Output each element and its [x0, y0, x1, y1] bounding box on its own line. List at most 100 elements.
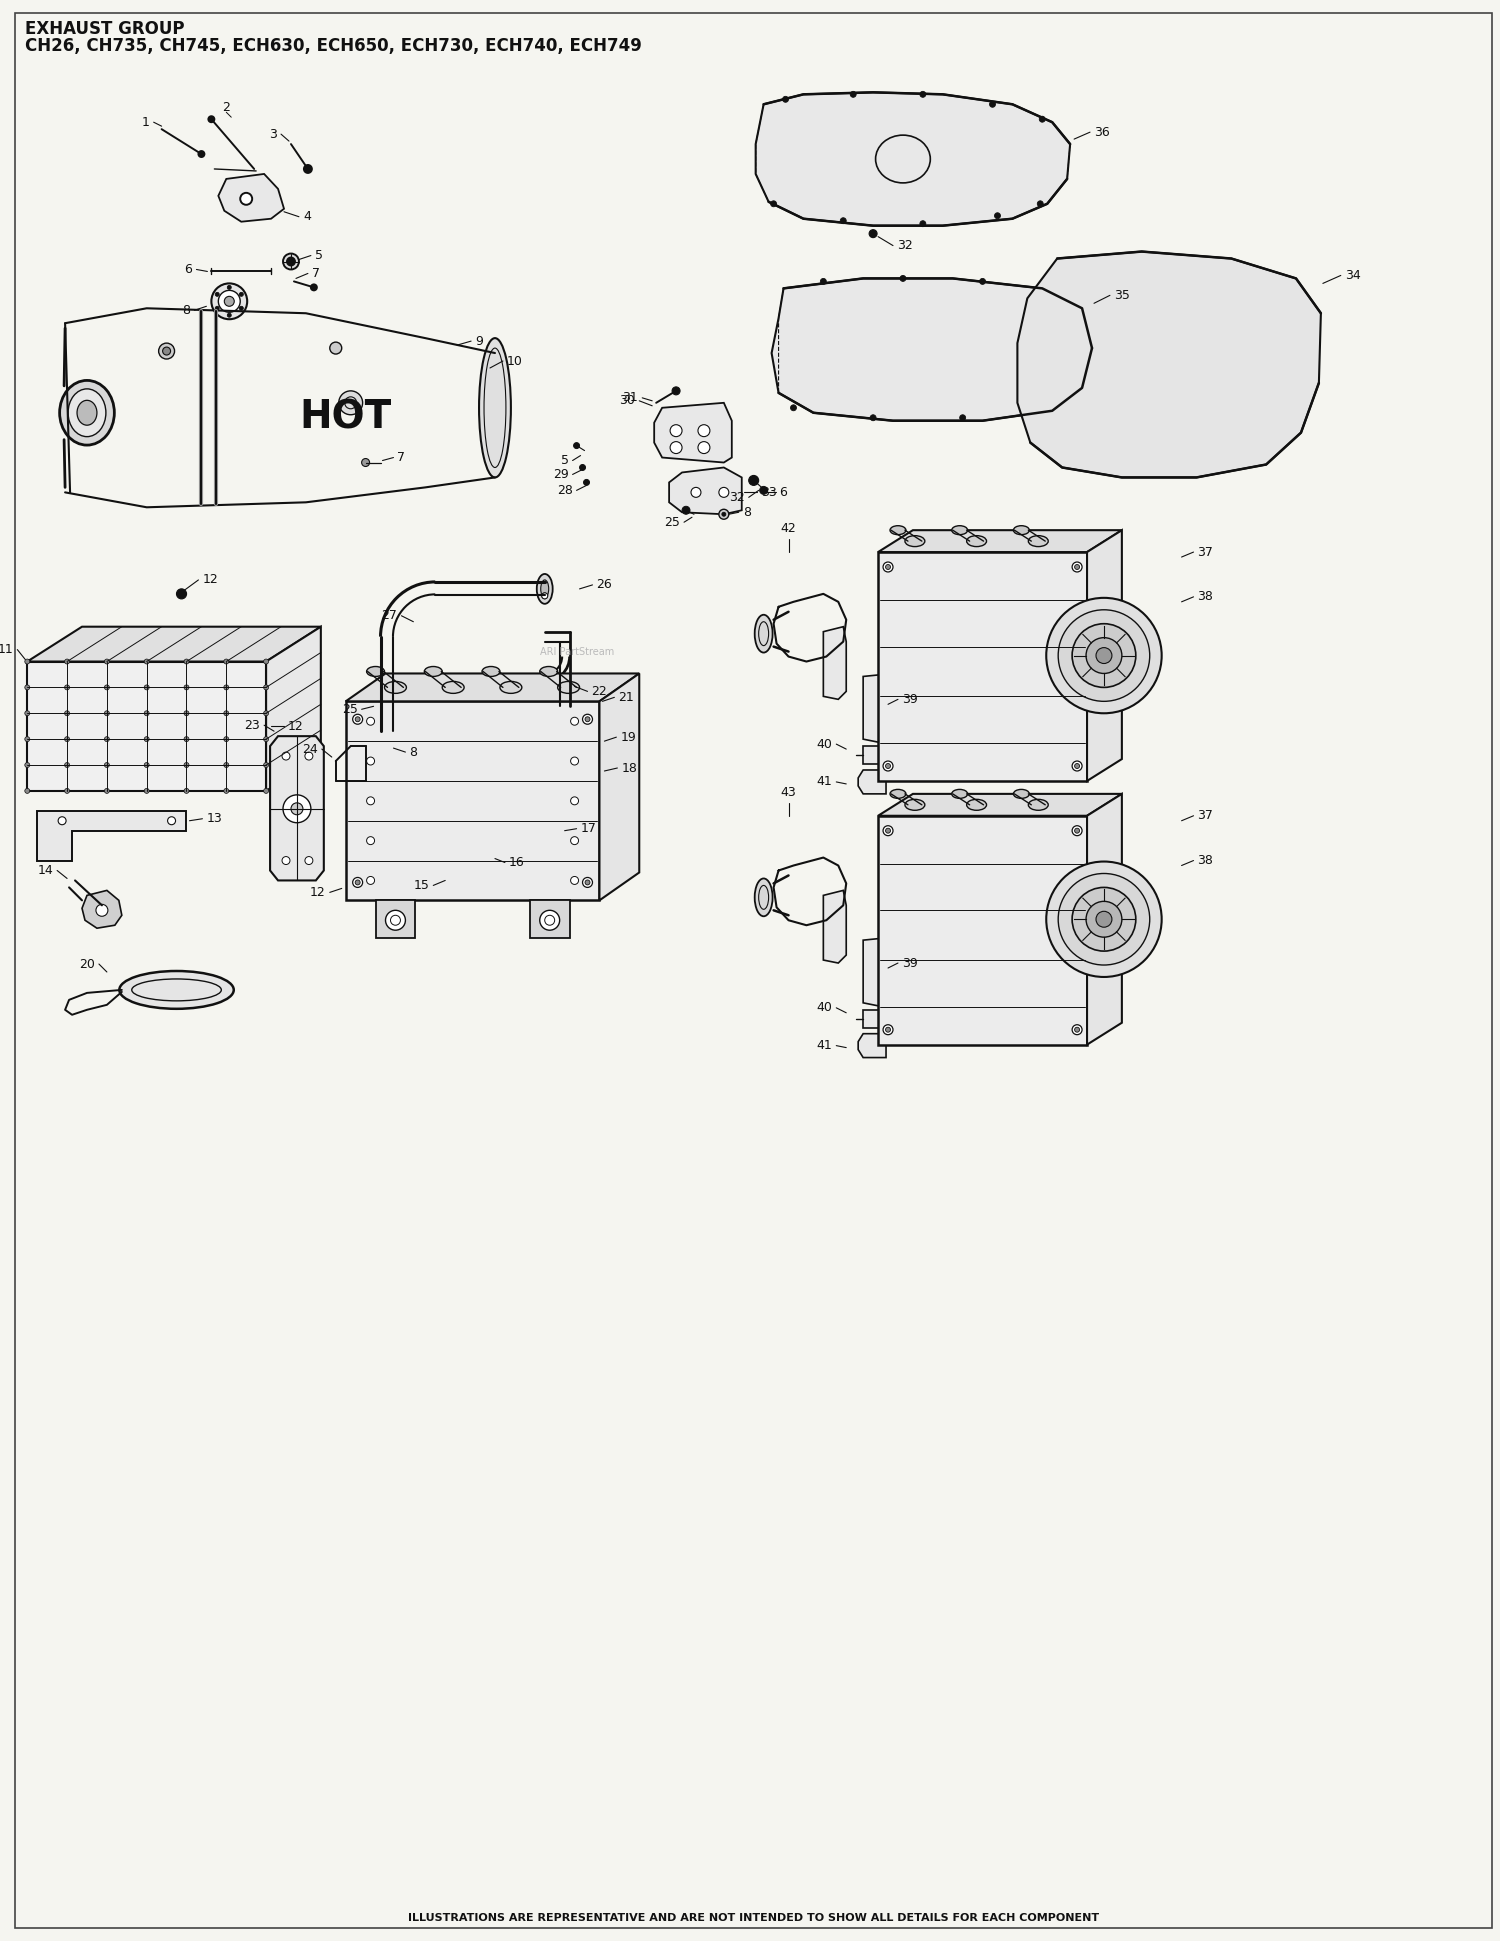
Ellipse shape — [540, 666, 558, 677]
Circle shape — [579, 464, 585, 470]
Polygon shape — [669, 468, 741, 514]
Text: 2: 2 — [222, 101, 230, 115]
Polygon shape — [878, 551, 1088, 780]
Ellipse shape — [542, 592, 548, 600]
Polygon shape — [27, 627, 321, 662]
Circle shape — [264, 788, 268, 794]
Circle shape — [570, 798, 579, 806]
Circle shape — [1074, 1027, 1080, 1033]
Polygon shape — [756, 93, 1070, 225]
Circle shape — [759, 487, 768, 495]
Text: 16: 16 — [509, 856, 525, 870]
Circle shape — [366, 798, 375, 806]
Circle shape — [26, 660, 30, 664]
Circle shape — [900, 276, 906, 281]
Circle shape — [672, 386, 680, 394]
Circle shape — [228, 285, 231, 289]
Text: 26: 26 — [597, 578, 612, 592]
Circle shape — [184, 660, 189, 664]
Circle shape — [184, 788, 189, 794]
Polygon shape — [654, 404, 732, 462]
Text: 38: 38 — [1197, 590, 1214, 604]
Ellipse shape — [890, 790, 906, 798]
Circle shape — [264, 710, 268, 716]
Circle shape — [240, 192, 252, 206]
Text: ARI PartStream: ARI PartStream — [540, 646, 614, 656]
Circle shape — [1046, 598, 1161, 712]
Circle shape — [692, 487, 700, 497]
Circle shape — [990, 101, 996, 107]
Text: 27: 27 — [381, 609, 398, 623]
Circle shape — [26, 738, 30, 741]
Circle shape — [144, 685, 148, 689]
Circle shape — [698, 443, 709, 454]
Text: 3: 3 — [268, 128, 278, 140]
Circle shape — [868, 229, 877, 237]
Text: 40: 40 — [816, 1002, 833, 1015]
Circle shape — [585, 716, 590, 722]
Polygon shape — [858, 771, 886, 794]
Circle shape — [291, 804, 303, 815]
Circle shape — [790, 406, 796, 411]
Circle shape — [1096, 648, 1112, 664]
Ellipse shape — [60, 380, 114, 444]
Circle shape — [105, 738, 110, 741]
Circle shape — [224, 660, 230, 664]
Circle shape — [884, 825, 892, 837]
Circle shape — [184, 738, 189, 741]
Text: 8: 8 — [742, 507, 750, 518]
Circle shape — [1072, 623, 1136, 687]
Ellipse shape — [1014, 526, 1029, 534]
Ellipse shape — [372, 724, 402, 740]
Text: 7: 7 — [398, 450, 405, 464]
Text: HOT: HOT — [300, 398, 392, 437]
Circle shape — [224, 788, 230, 794]
Ellipse shape — [558, 681, 579, 693]
Circle shape — [144, 710, 148, 716]
Ellipse shape — [951, 790, 968, 798]
Text: 23: 23 — [244, 718, 260, 732]
Circle shape — [1072, 825, 1082, 837]
Circle shape — [144, 763, 148, 767]
Text: 39: 39 — [902, 957, 918, 970]
Circle shape — [224, 763, 230, 767]
Circle shape — [570, 837, 579, 844]
Circle shape — [718, 487, 729, 497]
Circle shape — [1058, 609, 1149, 701]
Text: 19: 19 — [621, 730, 636, 743]
Circle shape — [920, 91, 926, 97]
Text: 8: 8 — [410, 745, 417, 759]
Circle shape — [177, 588, 186, 600]
Ellipse shape — [542, 592, 548, 600]
Circle shape — [58, 817, 66, 825]
Circle shape — [64, 710, 69, 716]
Ellipse shape — [1029, 536, 1048, 547]
Circle shape — [64, 763, 69, 767]
Text: 6: 6 — [184, 262, 192, 276]
Ellipse shape — [966, 536, 987, 547]
Text: 30: 30 — [620, 394, 636, 408]
Circle shape — [885, 1027, 891, 1033]
Polygon shape — [824, 627, 846, 699]
Text: 17: 17 — [580, 823, 597, 835]
Circle shape — [352, 877, 363, 887]
Circle shape — [26, 788, 30, 794]
Circle shape — [214, 293, 219, 297]
Circle shape — [304, 165, 312, 173]
Circle shape — [1074, 763, 1080, 769]
Circle shape — [209, 116, 214, 122]
Ellipse shape — [754, 879, 772, 916]
Ellipse shape — [482, 666, 500, 677]
Text: 10: 10 — [507, 355, 524, 367]
Circle shape — [1086, 639, 1122, 674]
Polygon shape — [862, 745, 886, 765]
Circle shape — [330, 342, 342, 353]
Circle shape — [264, 685, 268, 689]
Text: 4: 4 — [303, 210, 310, 223]
Circle shape — [162, 347, 171, 355]
Circle shape — [228, 313, 231, 316]
Circle shape — [64, 788, 69, 794]
Circle shape — [722, 512, 726, 516]
Text: 13: 13 — [207, 811, 222, 825]
Ellipse shape — [1029, 800, 1048, 809]
